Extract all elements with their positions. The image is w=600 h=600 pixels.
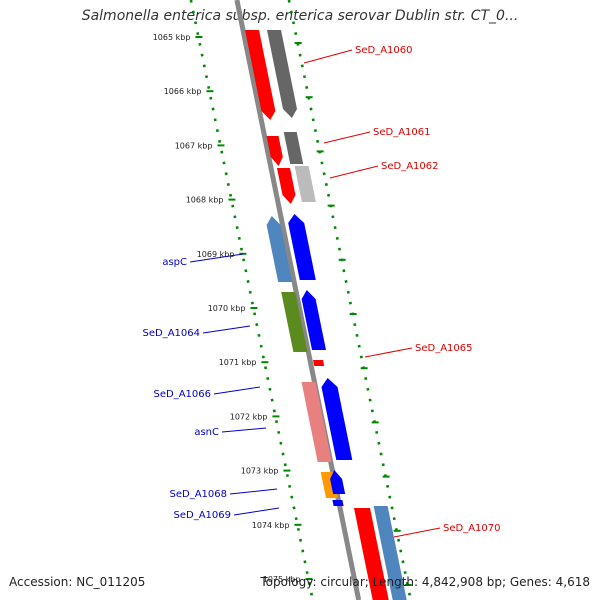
gene-feature-gray xyxy=(283,132,304,164)
tick-label: 1073 kbp xyxy=(241,467,279,476)
gene-feature-aspc xyxy=(266,216,293,282)
tick-label: 1067 kbp xyxy=(175,141,213,150)
callout-line xyxy=(221,427,267,433)
gene-feature-blue xyxy=(301,290,326,350)
tick-label: 1066 kbp xyxy=(164,87,202,96)
callout-line xyxy=(329,165,379,179)
gene-feature-sed_a1066 xyxy=(301,382,332,462)
gene-label-left: SeD_A1069 xyxy=(174,510,232,521)
gene-feature-sed_a1064 xyxy=(281,292,308,352)
callout-line xyxy=(303,49,353,64)
tick-label: 1071 kbp xyxy=(219,358,257,367)
gene-feature-blue xyxy=(288,214,316,280)
gene-feature-sed_a1070 xyxy=(354,508,389,600)
gene-label-left: asnC xyxy=(194,427,219,438)
backbone-axis xyxy=(234,0,362,600)
tick-label: 1075 kbp xyxy=(263,575,301,584)
callout-line xyxy=(229,488,278,495)
tick-label: 1069 kbp xyxy=(197,250,235,259)
axis-line xyxy=(234,0,362,600)
genome-summary-text: Topology: circular; Length: 4,842,908 bp… xyxy=(260,575,590,589)
tick-label: 1074 kbp xyxy=(252,521,290,530)
callout-line xyxy=(393,527,441,538)
gene-label-left: SeD_A1066 xyxy=(154,389,212,400)
gene-callouts: SeD_A1060 SeD_A1061 SeD_A1062 SeD_A1065 SeD_… xyxy=(143,45,501,538)
gene-feature-sed_a1069 xyxy=(332,500,344,506)
gene-label-right: SeD_A1062 xyxy=(381,161,439,172)
gene-feature-sed_a1060 xyxy=(245,30,276,120)
accession-text: Accession: NC_011205 xyxy=(9,575,146,589)
gene-label-right: SeD_A1070 xyxy=(443,523,501,534)
gene-label-right: SeD_A1061 xyxy=(373,127,431,138)
gene-feature-blue xyxy=(330,470,346,494)
tick-marks: 1065 kbp 1066 kbp 1067 kbp 1068 kbp 1069 kbp… xyxy=(153,33,412,586)
tick-label: 1072 kbp xyxy=(230,412,268,421)
map-title: Salmonella enterica subsp. enterica sero… xyxy=(81,8,519,24)
gene-feature-gray xyxy=(267,30,297,118)
callout-line xyxy=(202,325,251,334)
gene-feature-sed_a1065 xyxy=(313,360,325,366)
gene-label-left: SeD_A1064 xyxy=(143,328,201,339)
gene-label-left: aspC xyxy=(162,257,187,268)
gene-features xyxy=(245,30,407,600)
callout-line xyxy=(323,131,371,144)
tick-label: 1065 kbp xyxy=(153,33,191,42)
gene-feature-sed_a1061 xyxy=(266,136,283,166)
gene-label-right: SeD_A1065 xyxy=(415,343,473,354)
gene-label-left: SeD_A1068 xyxy=(170,489,228,500)
callout-line xyxy=(189,253,244,263)
gene-label-right: SeD_A1060 xyxy=(355,45,413,56)
callout-line xyxy=(233,507,280,516)
gene-feature-sed_a1062 xyxy=(277,168,296,204)
gene-feature-steelblue xyxy=(373,506,407,600)
gene-feature-lightgray xyxy=(294,166,316,202)
callout-line xyxy=(364,347,413,358)
tick-label: 1070 kbp xyxy=(208,304,246,313)
tick-label: 1068 kbp xyxy=(186,196,224,205)
gene-feature-asnc xyxy=(321,378,353,460)
callout-line xyxy=(213,386,261,395)
